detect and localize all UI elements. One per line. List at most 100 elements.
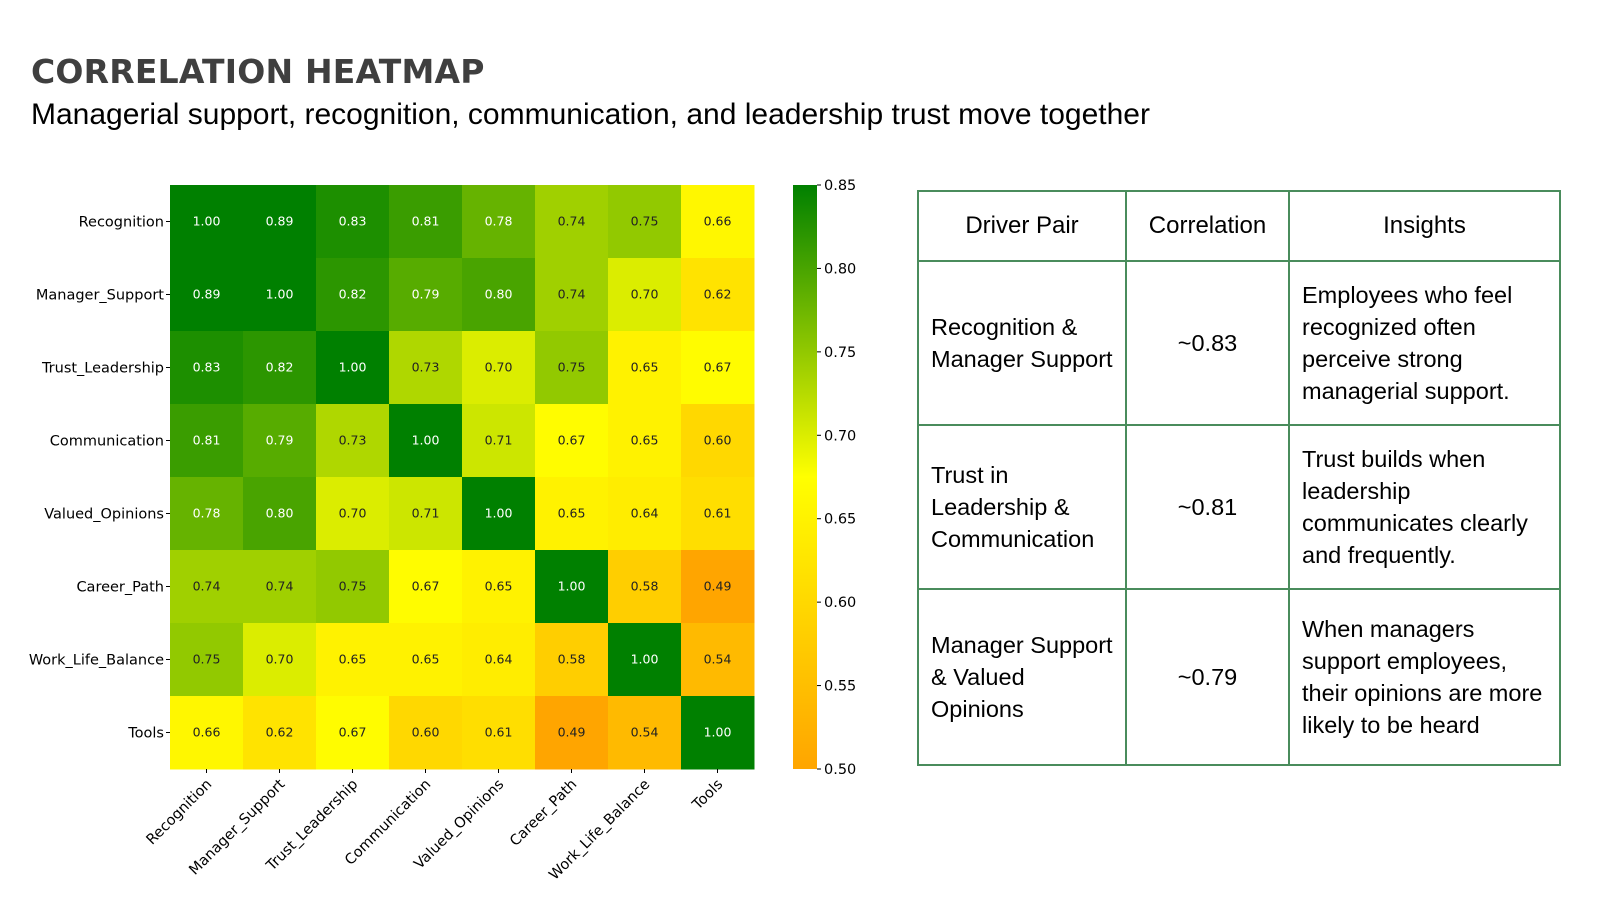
colorbar-tick-label: 0.85 xyxy=(824,178,856,194)
heatmap-cell-label: 0.78 xyxy=(485,214,513,229)
heatmap-cell-label: 0.64 xyxy=(485,652,513,667)
heatmap-cell-label: 0.81 xyxy=(412,214,440,229)
heatmap-cell-label: 0.66 xyxy=(704,214,732,229)
table-row: Manager Support & Valued Opinions ~0.79 … xyxy=(918,589,1560,765)
insights-table: Driver Pair Correlation Insights Recogni… xyxy=(917,190,1561,766)
header-correlation: Correlation xyxy=(1126,191,1289,261)
x-tick-label: Recognition xyxy=(144,777,216,849)
colorbar-tick-label: 0.60 xyxy=(824,595,856,611)
x-tick-label: Career_Path xyxy=(507,777,580,850)
table-header-row: Driver Pair Correlation Insights xyxy=(918,191,1560,261)
heatmap-cell-label: 0.60 xyxy=(704,433,732,448)
heatmap-cell-label: 0.62 xyxy=(266,725,294,740)
heatmap-cell-label: 0.79 xyxy=(266,433,294,448)
heatmap-cell-label: 0.62 xyxy=(704,287,732,302)
heatmap-cell-label: 1.00 xyxy=(339,360,367,375)
heatmap-cell-label: 0.58 xyxy=(558,652,586,667)
insight-cell: Trust builds when leadership communicate… xyxy=(1289,425,1560,589)
heatmap-cell-label: 0.54 xyxy=(631,725,659,740)
heatmap-cell-label: 0.75 xyxy=(339,579,367,594)
y-tick-label: Career_Path xyxy=(76,580,164,596)
colorbar-tick-label: 0.50 xyxy=(824,762,856,778)
heatmap-cell-label: 0.71 xyxy=(485,433,513,448)
colorbar-tick-label: 0.55 xyxy=(824,679,856,695)
heatmap-cell-label: 0.67 xyxy=(558,433,586,448)
heatmap-cell-label: 1.00 xyxy=(631,652,659,667)
x-axis: RecognitionManager_SupportTrust_Leadersh… xyxy=(144,769,727,883)
y-tick-label: Valued_Opinions xyxy=(44,507,164,523)
correlation-heatmap: 1.00 0.89 0.83 0.81 0.78 0.74 0.75 0.66 0.89 1.00… xyxy=(0,160,880,900)
page-title: CORRELATION HEATMAP xyxy=(31,52,485,91)
heatmap-cell-label: 0.82 xyxy=(266,360,294,375)
table-row: Recognition & Manager Support ~0.83 Empl… xyxy=(918,261,1560,425)
heatmap-cell-label: 0.78 xyxy=(193,506,221,521)
heatmap-cell-label: 0.73 xyxy=(412,360,440,375)
table-row: Trust in Leadership & Communication ~0.8… xyxy=(918,425,1560,589)
heatmap-cell-label: 0.80 xyxy=(485,287,513,302)
y-tick-label: Manager_Support xyxy=(36,288,164,304)
x-tick-label: Tools xyxy=(689,777,726,814)
heatmap-cell-label: 0.65 xyxy=(631,360,659,375)
heatmap-cell-label: 0.65 xyxy=(412,652,440,667)
heatmap-cell-label: 0.67 xyxy=(339,725,367,740)
heatmap-cell-label: 1.00 xyxy=(193,214,221,229)
heatmap-cell-label: 0.83 xyxy=(339,214,367,229)
heatmap-cell-label: 0.49 xyxy=(704,579,732,594)
colorbar-tick-label: 0.70 xyxy=(824,428,856,444)
heatmap-cell-label: 0.74 xyxy=(558,287,586,302)
driver-pair-cell: Manager Support & Valued Opinions xyxy=(918,589,1126,765)
colorbar xyxy=(793,185,817,769)
heatmap-cell-label: 1.00 xyxy=(412,433,440,448)
y-tick-label: Recognition xyxy=(79,215,164,231)
correlation-cell: ~0.81 xyxy=(1126,425,1289,589)
heatmap-cell-label: 1.00 xyxy=(558,579,586,594)
heatmap-cell-label: 0.70 xyxy=(485,360,513,375)
y-tick-label: Trust_Leadership xyxy=(41,361,164,377)
insight-cell: When managers support employees, their o… xyxy=(1289,589,1560,765)
heatmap-cell-label: 1.00 xyxy=(266,287,294,302)
heatmap-cell-label: 0.80 xyxy=(266,506,294,521)
heatmap-cell-label: 0.70 xyxy=(266,652,294,667)
heatmap-cell-label: 0.75 xyxy=(631,214,659,229)
heatmap-cell-label: 0.65 xyxy=(339,652,367,667)
heatmap-cell-label: 0.66 xyxy=(193,725,221,740)
heatmap-cell-label: 0.67 xyxy=(412,579,440,594)
heatmap-cell-label: 0.64 xyxy=(631,506,659,521)
heatmap-cell-label: 0.58 xyxy=(631,579,659,594)
heatmap-cell-label: 0.65 xyxy=(631,433,659,448)
y-tick-label: Work_Life_Balance xyxy=(29,653,164,669)
colorbar-tick-label: 0.75 xyxy=(824,345,856,361)
heatmap-cell-label: 0.83 xyxy=(193,360,221,375)
colorbar-tick-label: 0.80 xyxy=(824,261,856,277)
heatmap-cell-label: 0.75 xyxy=(193,652,221,667)
heatmap-cell-label: 0.79 xyxy=(412,287,440,302)
heatmap-cell-label: 0.65 xyxy=(485,579,513,594)
heatmap-cell-label: 0.70 xyxy=(339,506,367,521)
heatmap-cell-label: 0.65 xyxy=(558,506,586,521)
colorbar-tick-label: 0.65 xyxy=(824,512,856,528)
colorbar-ticks: 0.85 0.80 0.75 0.70 0.65 0.60 0.55 0.50 xyxy=(817,178,856,778)
driver-pair-cell: Recognition & Manager Support xyxy=(918,261,1126,425)
heatmap-cell-label: 1.00 xyxy=(704,725,732,740)
heatmap-cell-label: 0.74 xyxy=(558,214,586,229)
heatmap-cell-label: 1.00 xyxy=(485,506,513,521)
heatmap-cell-label: 0.67 xyxy=(704,360,732,375)
heatmap-cell-label: 0.60 xyxy=(412,725,440,740)
heatmap-cell-label: 0.61 xyxy=(485,725,513,740)
heatmap-cell-label: 0.75 xyxy=(558,360,586,375)
heatmap-cell-label: 0.82 xyxy=(339,287,367,302)
heatmap-cell-label: 0.70 xyxy=(631,287,659,302)
heatmap-cell-label: 0.61 xyxy=(704,506,732,521)
insight-cell: Employees who feel recognized often perc… xyxy=(1289,261,1560,425)
page-subtitle: Managerial support, recognition, communi… xyxy=(31,98,1150,132)
y-axis: Recognition Manager_Support Trust_Leadersh… xyxy=(29,215,170,742)
heatmap-cell-label: 0.89 xyxy=(266,214,294,229)
header-driver-pair: Driver Pair xyxy=(918,191,1126,261)
heatmap-cell-label: 0.54 xyxy=(704,652,732,667)
heatmap-cell-label: 0.73 xyxy=(339,433,367,448)
heatmap-cell-label: 0.81 xyxy=(193,433,221,448)
heatmap-cell-label: 0.49 xyxy=(558,725,586,740)
y-tick-label: Communication xyxy=(50,434,164,450)
heatmap-cell-label: 0.89 xyxy=(193,287,221,302)
heatmap-cells xyxy=(170,185,755,770)
